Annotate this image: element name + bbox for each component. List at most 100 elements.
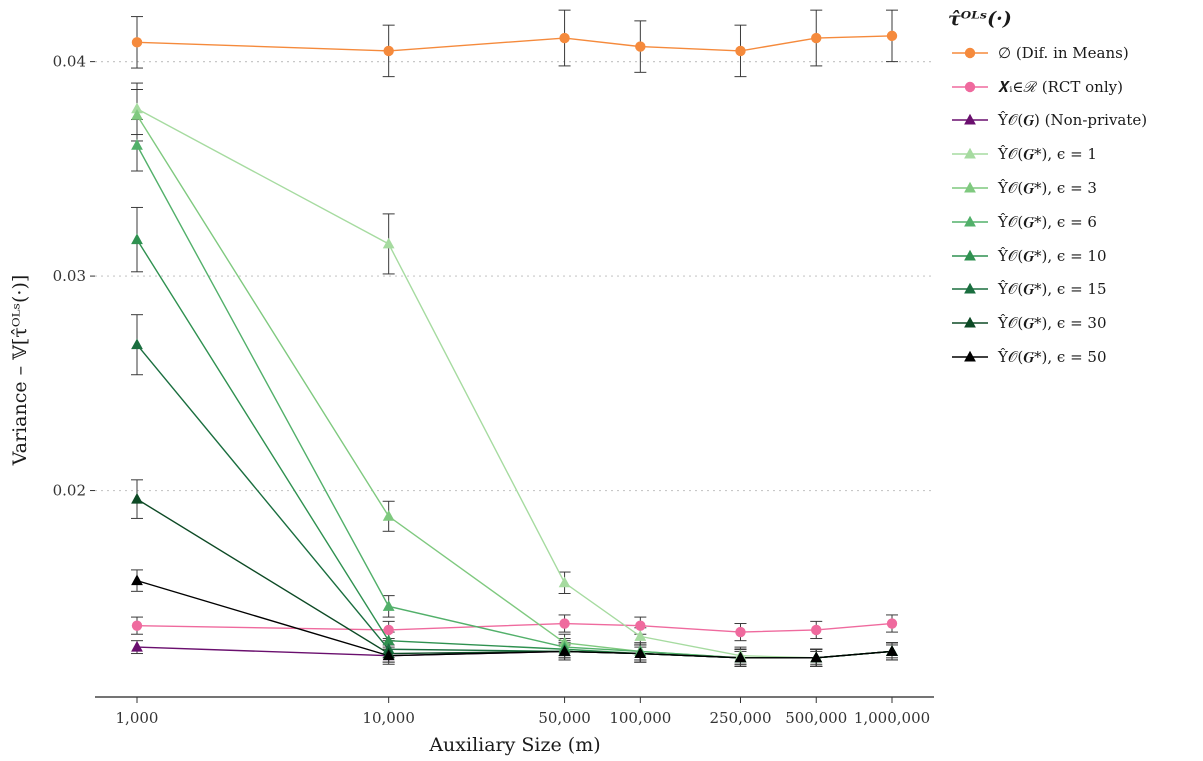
legend-key-icon	[952, 181, 988, 193]
data-point	[382, 510, 395, 521]
legend-label: ∅ (Dif. in Means)	[998, 43, 1129, 62]
y-tick-label: 0.02	[53, 482, 86, 500]
data-point	[559, 618, 570, 629]
data-point	[635, 41, 646, 52]
data-point	[810, 651, 823, 663]
data-point	[131, 620, 143, 631]
y-tick-label: 0.03	[53, 267, 86, 285]
legend-label: Ŷ𝒪(𝑮) (Non-private)	[998, 111, 1148, 130]
y-axis-ticks: 0.02 0.03 0.04	[53, 53, 95, 500]
legend-key-icon	[952, 47, 988, 59]
y-axis-title: Variance – 𝕍[τ̂ᴼᴸˢ(·)]	[9, 275, 31, 467]
legend-key-marker	[964, 181, 976, 193]
legend-key-icon	[952, 114, 988, 125]
data-point	[383, 624, 394, 636]
data-point	[811, 624, 822, 636]
x-axis-title: Auxiliary Size (m)	[428, 734, 600, 756]
data-point	[131, 109, 143, 120]
data-point	[382, 649, 395, 661]
legend-label: Ŷ𝒪(𝑮*), ϵ = 1	[998, 145, 1097, 164]
legend-item: Ŷ𝒪(𝑮*), ϵ = 1	[948, 137, 1200, 171]
legend-key-marker	[964, 148, 976, 159]
legend-label: Ŷ𝒪(𝑮*), ϵ = 10	[998, 246, 1107, 265]
legend-key-icon	[952, 81, 988, 92]
series-line	[136, 35, 893, 52]
data-point	[735, 626, 746, 638]
chart: 1,000 10,000 50,000 100,000 250,000 500,000 1,…	[9, 9, 934, 756]
x-tick-label: 100,000	[609, 709, 671, 727]
data-point	[886, 645, 898, 656]
legend-key-icon	[952, 283, 988, 294]
x-tick-label: 1,000	[116, 709, 159, 727]
series-line	[136, 144, 893, 659]
data-point	[634, 647, 647, 659]
data-point	[811, 32, 822, 44]
legend-key-icon	[952, 215, 988, 227]
x-tick-label: 1,000,000	[854, 709, 930, 727]
data-point	[383, 45, 394, 57]
legend-key-marker	[964, 350, 976, 362]
data-point	[131, 492, 143, 504]
data-point	[886, 618, 898, 629]
data-point	[131, 233, 143, 245]
data-point	[131, 640, 143, 652]
legend-title: τ̂ᴼᴸˢ(·)	[948, 8, 1012, 30]
legend-key-marker	[964, 81, 976, 92]
legend-item: 𝑿ᵢ∈ℛ (RCT only)	[948, 70, 1200, 104]
legend-key-icon	[952, 249, 988, 261]
legend-label: 𝑿ᵢ∈ℛ (RCT only)	[998, 77, 1123, 96]
legend: τ̂ᴼᴸˢ(·) ∅ (Dif. in Means) 𝑿ᵢ∈ℛ (RCT only…	[948, 2, 1200, 374]
legend-item: Ŷ𝒪(𝑮*), ϵ = 30	[948, 306, 1200, 340]
legend-item: ∅ (Dif. in Means)	[948, 36, 1200, 70]
gridlines	[95, 61, 934, 492]
legend-label: Ŷ𝒪(𝑮*), ϵ = 15	[998, 280, 1107, 299]
series-line	[136, 622, 893, 633]
legend-item: Ŷ𝒪(𝑮*), ϵ = 15	[948, 273, 1200, 307]
error-bars	[131, 9, 898, 667]
legend-item: Ŷ𝒪(𝑮*), ϵ = 10	[948, 239, 1200, 273]
legend-key-icon	[952, 317, 988, 328]
x-tick-label: 50,000	[538, 709, 591, 727]
series-markers	[131, 30, 898, 663]
series-lines	[136, 35, 893, 659]
data-point	[131, 102, 143, 114]
data-point	[558, 576, 571, 588]
legend-key-marker	[964, 47, 976, 59]
legend-items: ∅ (Dif. in Means) 𝑿ᵢ∈ℛ (RCT only) Ŷ𝒪(𝑮) (N…	[948, 36, 1200, 374]
series-line	[136, 498, 893, 659]
data-point	[382, 600, 395, 611]
data-point	[634, 630, 647, 641]
series-line	[136, 108, 893, 659]
x-axis-ticks: 1,000 10,000 50,000 100,000 250,000 500,000 1,…	[116, 697, 930, 727]
data-point	[131, 139, 143, 150]
legend-label: Ŷ𝒪(𝑮*), ϵ = 3	[998, 179, 1097, 198]
series-line	[136, 114, 893, 659]
legend-label: Ŷ𝒪(𝑮*), ϵ = 6	[998, 212, 1097, 231]
x-tick-label: 10,000	[362, 709, 415, 727]
data-point	[559, 32, 570, 44]
legend-label: Ŷ𝒪(𝑮*), ϵ = 50	[998, 348, 1107, 367]
legend-key-marker	[964, 283, 976, 294]
data-point	[734, 651, 747, 663]
data-point	[635, 620, 646, 631]
legend-key-marker	[964, 249, 976, 261]
legend-item: Ŷ𝒪(𝑮*), ϵ = 3	[948, 171, 1200, 205]
legend-key-icon	[952, 350, 988, 362]
x-tick-label: 500,000	[785, 709, 847, 727]
series-line	[136, 344, 893, 659]
data-point	[886, 30, 898, 42]
data-point	[131, 574, 143, 586]
legend-item: Ŷ𝒪(𝑮*), ϵ = 6	[948, 205, 1200, 239]
data-point	[735, 45, 746, 57]
data-point	[131, 37, 143, 48]
series-line	[136, 239, 893, 659]
legend-key-marker	[964, 317, 976, 328]
x-tick-label: 250,000	[709, 709, 771, 727]
legend-key-marker	[964, 215, 976, 227]
data-point	[131, 338, 143, 350]
y-tick-label: 0.04	[53, 53, 86, 71]
data-point	[382, 237, 395, 249]
legend-item: Ŷ𝒪(𝑮*), ϵ = 50	[948, 340, 1200, 374]
data-point	[382, 634, 395, 646]
data-point	[558, 645, 571, 656]
